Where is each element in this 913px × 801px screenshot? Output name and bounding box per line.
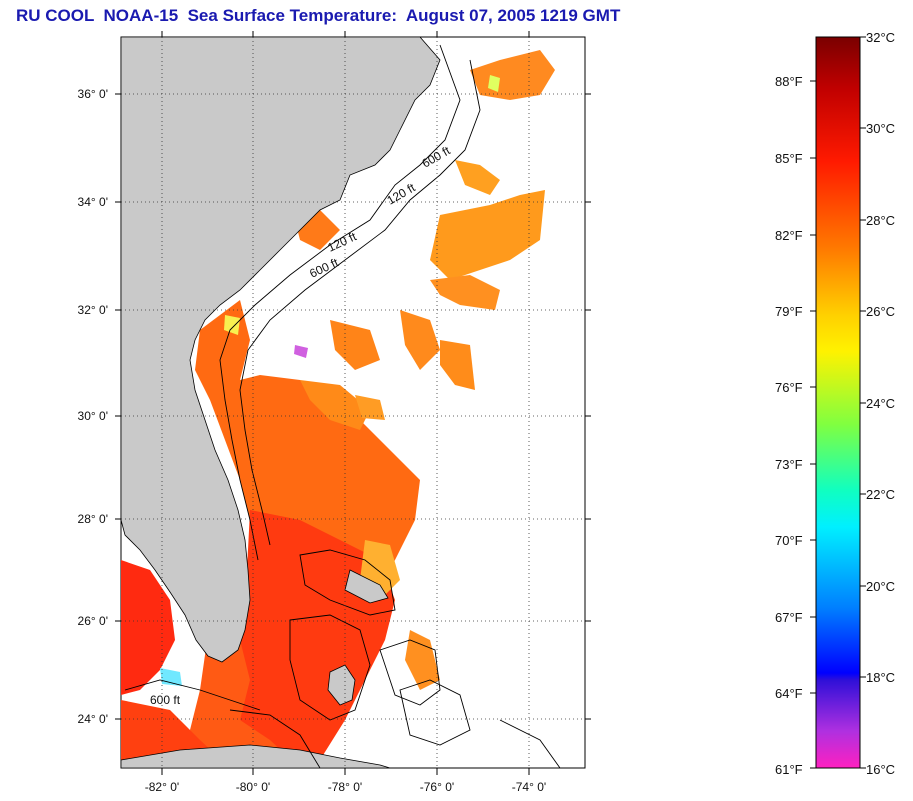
sst-patch: [300, 380, 370, 430]
contour-line: [219, 44, 461, 561]
sst-patch: [430, 275, 500, 310]
lat-label: 34° 0': [78, 195, 108, 209]
sst-patch: [195, 300, 420, 620]
colorbar-label-celsius: 20°C: [866, 579, 896, 594]
contour-line: [379, 639, 441, 706]
lat-label: 24° 0': [78, 712, 108, 726]
land-mass: [121, 37, 441, 663]
contour-line: [299, 549, 396, 616]
sst-patch: [488, 75, 500, 92]
colorbar-label-celsius: 26°C: [866, 304, 896, 319]
sst-patch: [455, 160, 500, 195]
lon-label: -82° 0': [145, 780, 179, 794]
colorbar-label-fahrenheit: 64°F: [775, 686, 803, 701]
contour-line: [124, 679, 261, 711]
colorbar-label-celsius: 28°C: [866, 213, 896, 228]
colorbar-label-fahrenheit: 85°F: [775, 151, 803, 166]
sst-patch: [440, 340, 475, 390]
colorbar-label-celsius: 22°C: [866, 487, 896, 502]
colorbar-ticks: [810, 36, 866, 769]
colorbar-label-fahrenheit: 76°F: [775, 380, 803, 395]
colorbar-label-fahrenheit: 82°F: [775, 228, 803, 243]
lat-label: 26° 0': [78, 614, 108, 628]
colorbar-label-celsius: 16°C: [866, 762, 896, 777]
colorbar-label-fahrenheit: 70°F: [775, 533, 803, 548]
sst-patch: [330, 320, 380, 370]
bathymetry-contours: [124, 44, 561, 768]
colorbar-label-celsius: 32°C: [866, 30, 896, 45]
sst-patch: [405, 630, 440, 690]
colorbar: [815, 36, 861, 769]
sst-patch: [294, 345, 308, 358]
land-mass: [344, 569, 389, 604]
lon-label: -76° 0': [420, 780, 454, 794]
colorbar-label-fahrenheit: 73°F: [775, 457, 803, 472]
lat-label: 32° 0': [78, 303, 108, 317]
lon-label: -78° 0': [328, 780, 362, 794]
contour-line: [239, 59, 481, 546]
lon-label: -74° 0': [512, 780, 546, 794]
colorbar-label-celsius: 18°C: [866, 670, 896, 685]
lon-label: -80° 0': [236, 780, 270, 794]
contour-line: [229, 709, 321, 768]
sst-patch: [400, 310, 440, 370]
lat-label: 36° 0': [78, 87, 108, 101]
sst-patch: [430, 190, 545, 280]
land-mass: [121, 744, 391, 768]
colorbar-label-fahrenheit: 61°F: [775, 762, 803, 777]
frame-ticks: [115, 31, 591, 775]
contour-line: [499, 719, 561, 768]
graticule: [121, 37, 585, 768]
lat-label: 28° 0': [78, 512, 108, 526]
sst-patch: [224, 315, 240, 335]
colorbar-label-fahrenheit: 67°F: [775, 610, 803, 625]
sst-patch: [121, 560, 175, 695]
colorbar-label-celsius: 30°C: [866, 121, 896, 136]
colorbar-label-fahrenheit: 79°F: [775, 304, 803, 319]
colorbar-label-fahrenheit: 88°F: [775, 74, 803, 89]
sst-patch: [355, 395, 385, 420]
map-title: RU COOL NOAA-15 Sea Surface Temperature:…: [16, 6, 621, 25]
contour-line: [289, 614, 371, 721]
contour-label: 600 ft: [150, 693, 181, 707]
colorbar-label-celsius: 24°C: [866, 396, 896, 411]
contour-line: [399, 679, 471, 746]
lat-label: 30° 0': [78, 409, 108, 423]
